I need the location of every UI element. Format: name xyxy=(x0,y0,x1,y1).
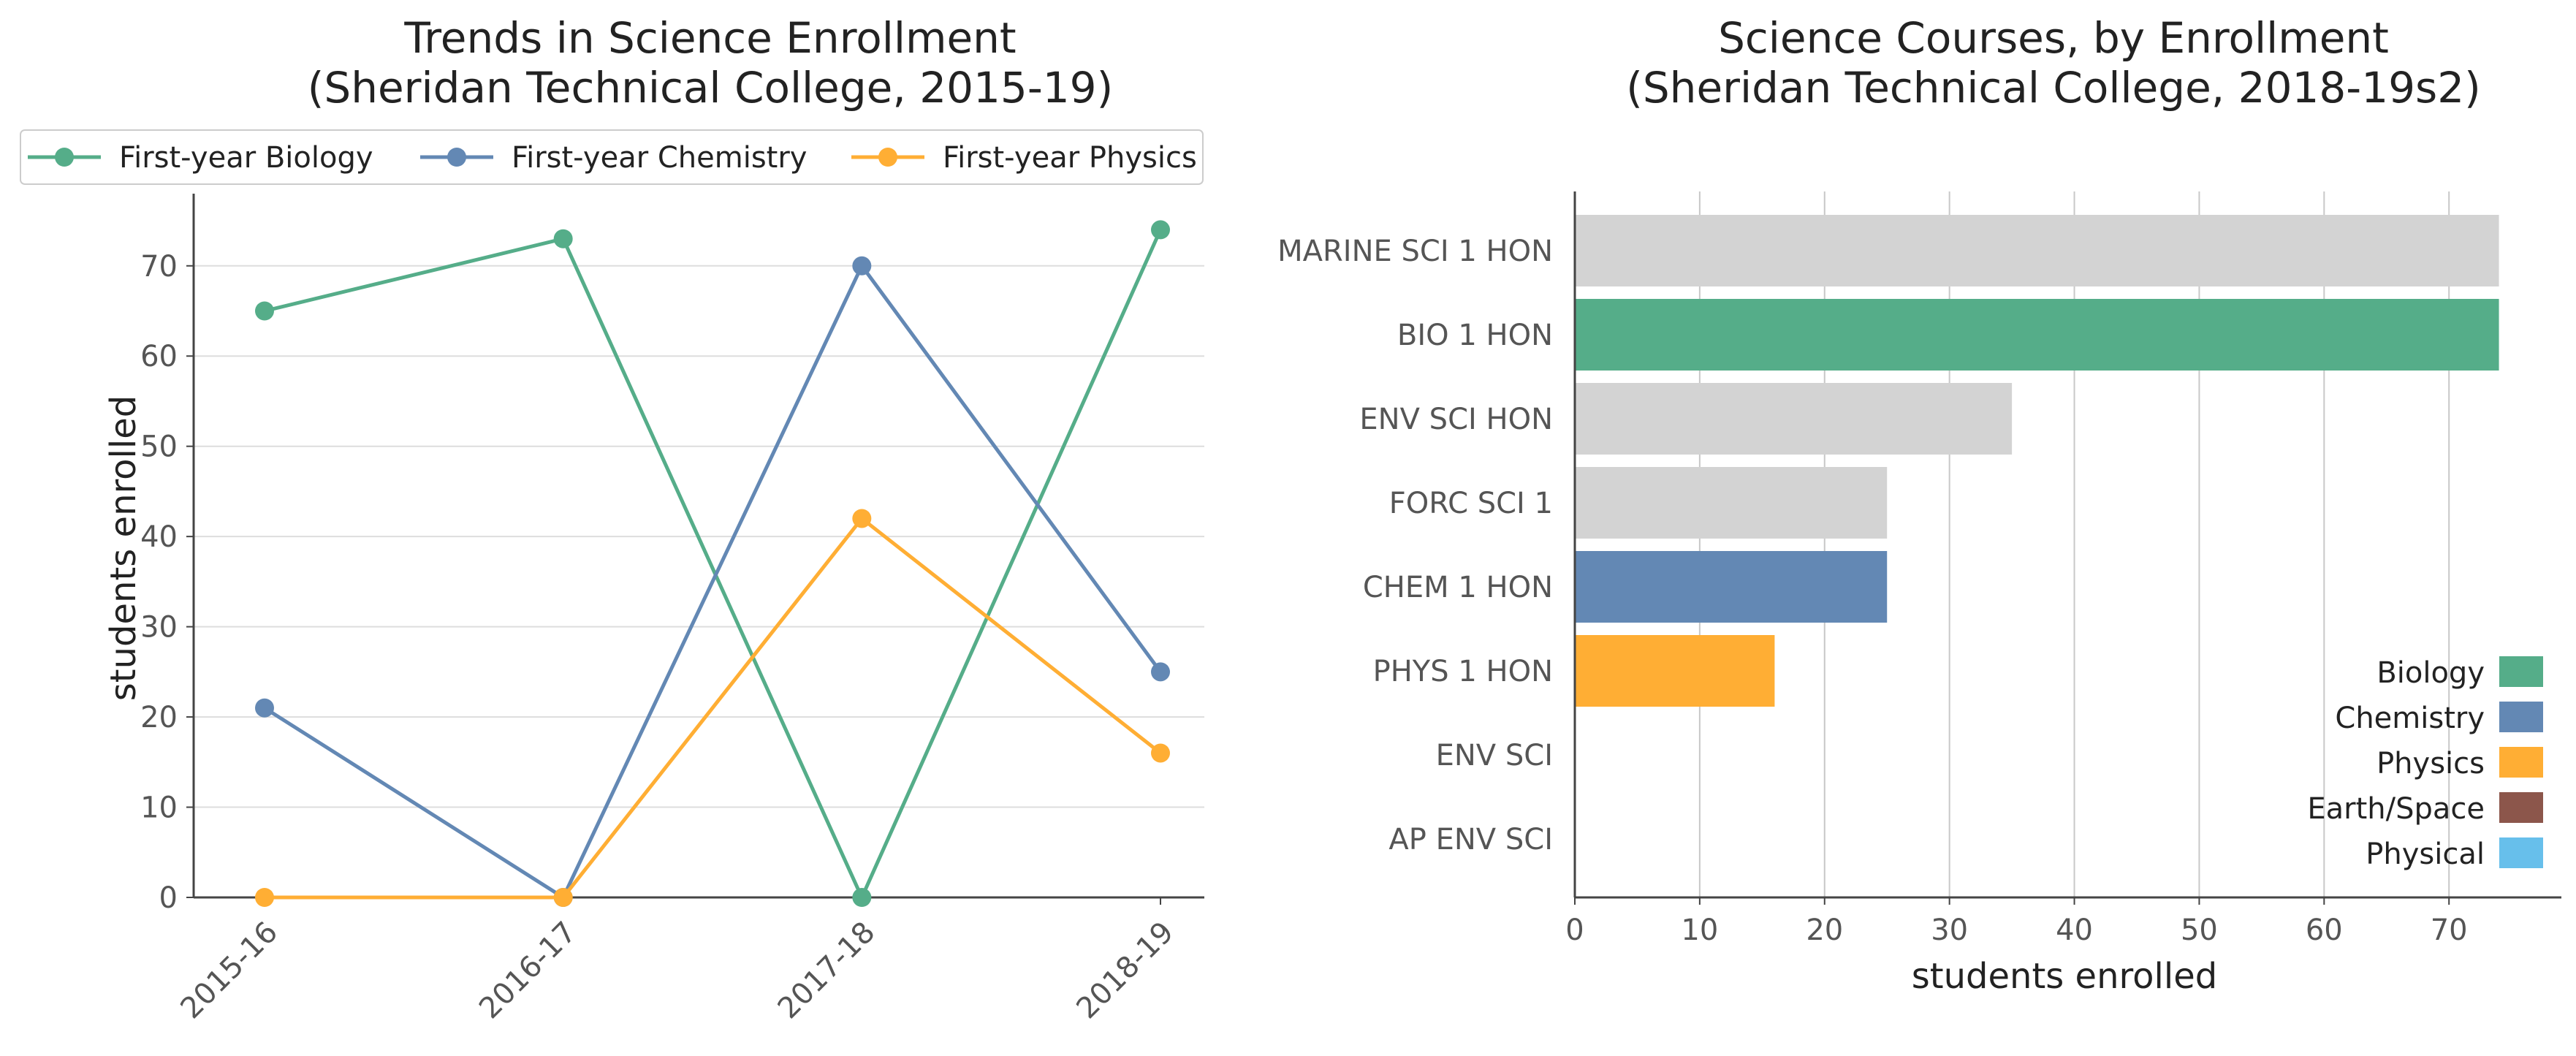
bar xyxy=(1575,467,1888,539)
line-chart-series xyxy=(255,220,1170,907)
bar xyxy=(1575,215,2499,286)
bar-chart-legend: Biology Chemistry Physics Earth/Space Physic… xyxy=(2307,656,2543,871)
category-label: CHEM 1 HON xyxy=(1363,571,1553,604)
bar xyxy=(1575,551,1888,623)
x-tick-label: 2017-18 xyxy=(772,916,882,1026)
x-tick-label: 2018-19 xyxy=(1070,916,1180,1026)
bar xyxy=(1575,635,1775,707)
legend-label: First-year Chemistry xyxy=(512,141,807,175)
x-tick-label: 20 xyxy=(1806,913,1843,947)
x-tick-label: 2015-16 xyxy=(174,916,284,1026)
bar-chart-category-labels: MARINE SCI 1 HON BIO 1 HON ENV SCI HON FORC… xyxy=(1277,235,1553,856)
y-tick-label: 60 xyxy=(140,340,178,373)
x-tick-label: 70 xyxy=(2431,913,2468,947)
line-chart-axes xyxy=(192,194,1204,899)
bar xyxy=(1575,299,2499,371)
line-chart-subtitle: (Sheridan Technical College, 2015-19) xyxy=(308,63,1113,113)
category-label: AP ENV SCI xyxy=(1388,823,1553,856)
y-tick-label: 50 xyxy=(140,430,178,464)
legend-label: First-year Physics xyxy=(943,141,1197,175)
legend-swatch xyxy=(2499,747,2543,778)
line-chart-y-axis-label: students enrolled xyxy=(103,395,144,701)
x-tick-label: 50 xyxy=(2181,913,2218,947)
line-chart-title: Trends in Science Enrollment xyxy=(403,13,1016,63)
legend-swatch xyxy=(2499,656,2543,687)
bar-chart-bars xyxy=(1575,215,2499,707)
bar-chart-subtitle: (Sheridan Technical College, 2018-19s2) xyxy=(1626,63,2481,113)
legend-label: Physical xyxy=(2366,837,2485,871)
series-line-2 xyxy=(263,262,1163,900)
data-point xyxy=(255,888,274,907)
legend-label: Earth/Space xyxy=(2307,792,2485,826)
y-tick-label: 20 xyxy=(140,701,178,734)
data-point xyxy=(852,509,872,528)
data-point xyxy=(1151,220,1170,240)
line-chart-x-ticks: 2015-16 2016-17 2017-18 2018-19 xyxy=(174,897,1180,1025)
legend-marker xyxy=(55,148,74,167)
line-chart-legend: First-year Biology First-year Chemistry Fi… xyxy=(20,129,1204,185)
data-point xyxy=(255,301,274,321)
x-tick-label: 40 xyxy=(2056,913,2093,947)
data-point xyxy=(553,229,573,248)
x-tick-label: 30 xyxy=(1931,913,1968,947)
category-label: PHYS 1 HON xyxy=(1373,655,1553,688)
y-tick-label: 10 xyxy=(140,791,178,825)
legend-label: Physics xyxy=(2376,747,2485,780)
bar-chart-x-ticks: 0 10 20 30 40 50 60 70 xyxy=(1565,897,2468,947)
series-line-1 xyxy=(264,229,1163,903)
bar xyxy=(1575,383,2013,455)
line-chart: Trends in Science Enrollment (Sheridan T… xyxy=(20,13,1204,1025)
legend-marker xyxy=(878,148,897,167)
bar-chart-axes xyxy=(1573,191,2561,899)
data-point xyxy=(553,888,573,907)
y-tick-label: 70 xyxy=(140,250,178,284)
bar-chart-title: Science Courses, by Enrollment xyxy=(1718,13,2389,63)
bar-chart-x-axis-label: students enrolled xyxy=(1912,956,2217,997)
bar-chart: Science Courses, by Enrollment (Sheridan… xyxy=(1277,13,2561,997)
series-line-3 xyxy=(265,515,1162,900)
legend-marker xyxy=(447,148,466,167)
legend-label: Chemistry xyxy=(2335,702,2485,735)
data-point xyxy=(1151,662,1170,682)
y-tick-label: 30 xyxy=(140,611,178,645)
category-label: MARINE SCI 1 HON xyxy=(1277,235,1553,268)
legend-label: Biology xyxy=(2376,656,2485,690)
y-tick-label: 40 xyxy=(140,520,178,554)
category-label: FORC SCI 1 xyxy=(1389,487,1553,520)
legend-box xyxy=(20,129,1204,185)
x-tick-label: 0 xyxy=(1565,913,1584,947)
data-point xyxy=(852,888,872,907)
category-label: BIO 1 HON xyxy=(1397,319,1553,352)
legend-swatch xyxy=(2499,792,2543,823)
x-tick-label: 10 xyxy=(1681,913,1718,947)
x-tick-label: 60 xyxy=(2306,913,2343,947)
data-point xyxy=(255,698,274,718)
legend-swatch xyxy=(2499,702,2543,732)
legend-label: First-year Biology xyxy=(119,141,373,175)
category-label: ENV SCI HON xyxy=(1359,403,1553,436)
category-label: ENV SCI xyxy=(1436,739,1553,772)
line-chart-y-ticks: 0 10 20 30 40 50 60 70 xyxy=(140,250,194,915)
data-point xyxy=(1151,743,1170,763)
y-tick-label: 0 xyxy=(159,881,178,915)
x-tick-label: 2016-17 xyxy=(473,916,583,1026)
legend-swatch xyxy=(2499,837,2543,868)
line-chart-gridlines xyxy=(194,265,1204,808)
data-point xyxy=(852,256,872,276)
